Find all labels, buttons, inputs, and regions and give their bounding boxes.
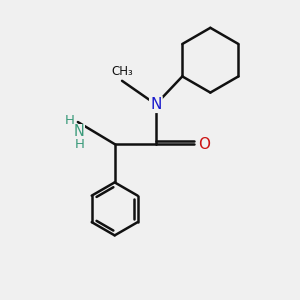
Text: H: H: [65, 114, 75, 127]
Text: N: N: [150, 97, 162, 112]
Text: H: H: [74, 138, 84, 151]
Text: O: O: [199, 136, 211, 152]
Text: CH₃: CH₃: [111, 65, 133, 78]
Text: N: N: [74, 124, 85, 140]
